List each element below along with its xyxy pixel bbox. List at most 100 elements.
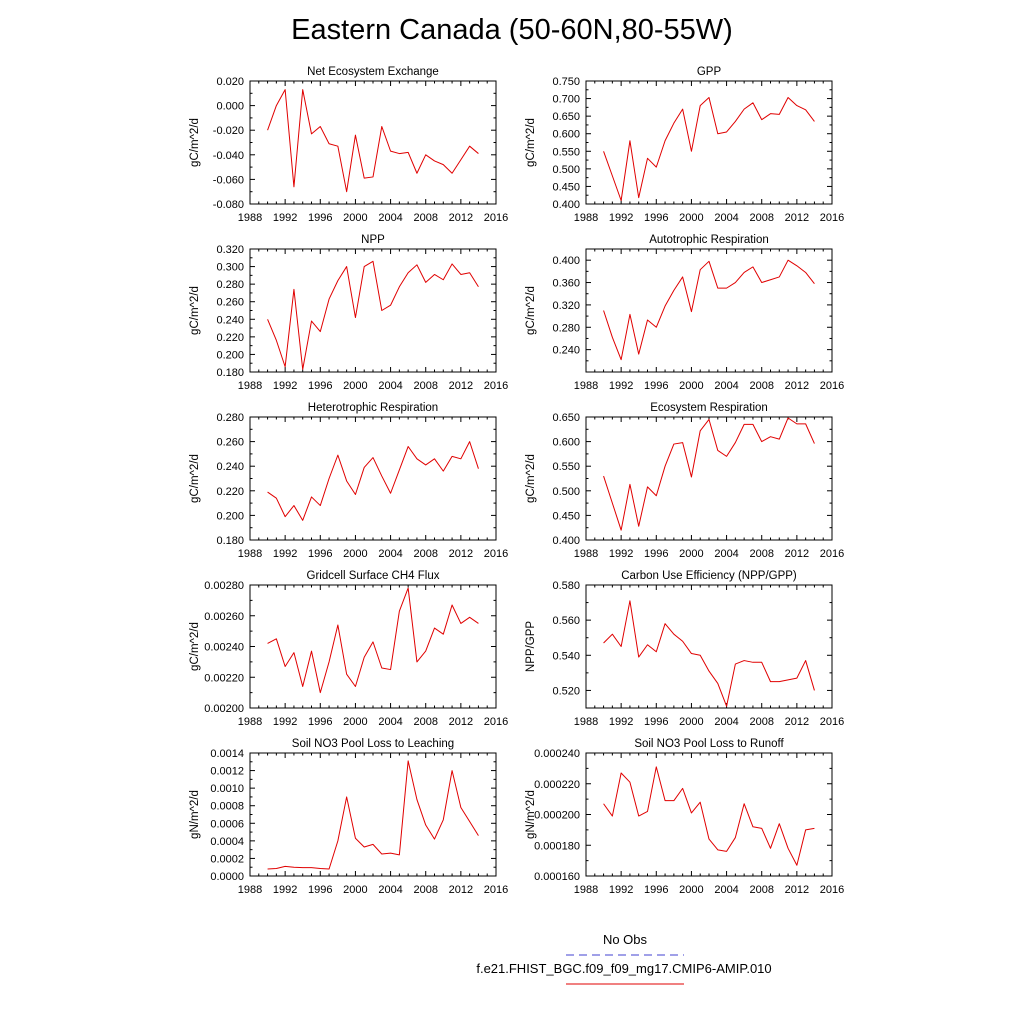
chart-panel-7: 1988 1992 1996 2000 2004 2008 2012 2016 0.00200 0… [189, 570, 508, 728]
x-tick-label: 2012 [785, 884, 809, 896]
x-tick-label: 1996 [308, 212, 332, 224]
y-tick-label: 0.540 [552, 650, 580, 662]
x-tick-label: 2004 [378, 380, 402, 392]
y-tick-label: 0.0014 [210, 748, 244, 760]
y-tick-label: 0.650 [552, 412, 580, 424]
x-tick-label: 2016 [484, 884, 508, 896]
chart-panel-8: 1988 1992 1996 2000 2004 2008 2012 2016 0.520 0.5… [525, 570, 844, 728]
x-tick-label: 1996 [644, 716, 668, 728]
chart-panel-9: 1988 1992 1996 2000 2004 2008 2012 2016 0.0000 0.… [189, 738, 508, 896]
x-tick-label: 2012 [449, 212, 473, 224]
chart-title: Soil NO3 Pool Loss to Runoff [634, 738, 784, 750]
y-tick-label: -0.020 [213, 125, 244, 137]
x-tick-label: 1988 [238, 212, 262, 224]
x-tick-label: 1996 [644, 548, 668, 560]
chart-title: GPP [697, 66, 722, 78]
x-tick-label: 2012 [785, 380, 809, 392]
x-tick-label: 2004 [378, 716, 402, 728]
series-line [603, 259, 815, 361]
x-tick-label: 1992 [273, 212, 297, 224]
x-tick-label: 2016 [484, 380, 508, 392]
chart-title: Carbon Use Efficiency (NPP/GPP) [621, 570, 797, 582]
x-tick-label: 2004 [378, 548, 402, 560]
y-tick-label: 0.220 [216, 332, 244, 344]
series-line [267, 587, 479, 694]
x-tick-label: 1996 [308, 548, 332, 560]
chart-panel-2: 1988 1992 1996 2000 2004 2008 2012 2016 0.400 0.4… [525, 66, 844, 224]
chart-panel-3: 1988 1992 1996 2000 2004 2008 2012 2016 0.180 0.2… [189, 234, 508, 392]
x-tick-label: 2016 [484, 716, 508, 728]
y-tick-label: 0.0008 [210, 801, 244, 813]
x-tick-label: 2000 [679, 212, 703, 224]
y-tick-label: 0.400 [552, 255, 580, 267]
chart-title: NPP [361, 234, 385, 246]
chart-title: Autotrophic Respiration [649, 234, 769, 246]
series-line [267, 441, 479, 521]
x-tick-label: 1992 [609, 548, 633, 560]
x-tick-label: 1988 [574, 212, 598, 224]
y-tick-label: 0.0000 [210, 871, 244, 883]
y-tick-label: 0.200 [216, 349, 244, 361]
y-tick-label: 0.500 [552, 164, 580, 176]
y-tick-label: 0.550 [552, 146, 580, 158]
x-tick-label: 2012 [785, 548, 809, 560]
x-tick-label: 1988 [238, 380, 262, 392]
y-tick-label: 0.320 [552, 300, 580, 312]
x-tick-label: 1996 [644, 884, 668, 896]
x-tick-label: 2004 [378, 212, 402, 224]
y-tick-label: 0.000200 [534, 810, 580, 822]
y-tick-label: 0.700 [552, 94, 580, 106]
x-tick-label: 1992 [273, 716, 297, 728]
series-line [603, 600, 815, 707]
x-tick-label: 2000 [679, 884, 703, 896]
y-tick-label: 0.00260 [204, 611, 244, 623]
x-tick-label: 2004 [714, 884, 738, 896]
y-tick-label: 0.600 [552, 129, 580, 141]
x-tick-label: 2000 [679, 548, 703, 560]
chart-panel-6: 1988 1992 1996 2000 2004 2008 2012 2016 0.400 0.4… [525, 402, 844, 560]
y-tick-label: 0.220 [216, 486, 244, 498]
x-tick-label: 2016 [820, 716, 844, 728]
x-tick-label: 2004 [714, 380, 738, 392]
y-tick-label: 0.560 [552, 615, 580, 627]
x-tick-label: 2012 [449, 548, 473, 560]
y-axis-label: gN/m^2/d [189, 790, 201, 839]
x-tick-label: 2008 [749, 212, 773, 224]
y-tick-label: 0.000240 [534, 748, 580, 760]
plot-frame [585, 248, 833, 373]
plot-frame [249, 80, 497, 205]
x-tick-label: 2000 [343, 380, 367, 392]
y-axis-label: NPP/GPP [525, 621, 537, 672]
series-line [267, 260, 479, 370]
x-tick-label: 2012 [449, 380, 473, 392]
x-tick-label: 2004 [714, 716, 738, 728]
y-tick-label: 0.180 [216, 535, 244, 547]
y-tick-label: 0.00280 [204, 580, 244, 592]
x-tick-label: 1988 [574, 884, 598, 896]
legend-model-label: f.e21.FHIST_BGC.f09_f09_mg17.CMIP6-AMIP.… [476, 961, 772, 976]
x-tick-label: 1988 [238, 884, 262, 896]
x-tick-label: 1992 [609, 884, 633, 896]
series-line [603, 766, 815, 866]
y-tick-label: 0.650 [552, 111, 580, 123]
series-line [267, 760, 479, 870]
chart-title: Soil NO3 Pool Loss to Leaching [292, 738, 454, 750]
x-tick-label: 2016 [820, 212, 844, 224]
x-tick-label: 1992 [273, 548, 297, 560]
y-tick-label: 0.400 [552, 199, 580, 211]
y-tick-label: 0.000 [216, 101, 244, 113]
y-axis-label: gC/m^2/d [525, 454, 537, 503]
plot-frame [249, 584, 497, 709]
y-tick-label: 0.180 [216, 367, 244, 379]
y-tick-label: 0.200 [216, 510, 244, 522]
y-tick-label: 0.020 [216, 76, 244, 88]
y-tick-label: 0.0002 [210, 853, 244, 865]
series-line [267, 89, 479, 193]
y-tick-label: 0.260 [216, 437, 244, 449]
y-tick-label: 0.00220 [204, 672, 244, 684]
y-tick-label: 0.0010 [210, 783, 244, 795]
x-tick-label: 2008 [413, 884, 437, 896]
x-tick-label: 2008 [413, 380, 437, 392]
x-tick-label: 1996 [308, 716, 332, 728]
y-tick-label: 0.0004 [210, 836, 244, 848]
